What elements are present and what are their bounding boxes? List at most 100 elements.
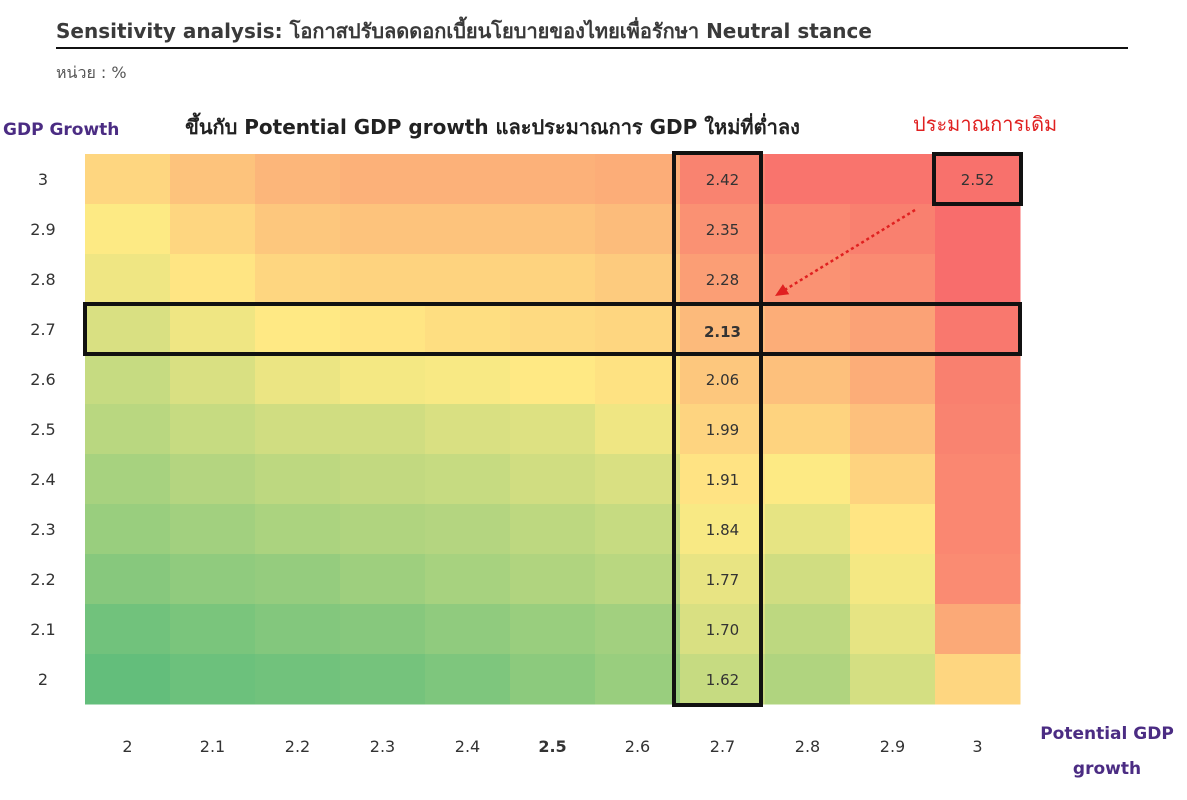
heatmap-cell — [680, 604, 766, 655]
heatmap-cell — [340, 504, 426, 555]
heatmap-cell — [680, 454, 766, 505]
y-tick-label: 2.4 — [30, 470, 55, 489]
heatmap-cell — [680, 154, 766, 205]
heatmap-cell — [765, 604, 851, 655]
heatmap-cell — [255, 554, 341, 605]
heatmap-cell — [85, 404, 171, 455]
highlight-boxes — [83, 151, 1023, 707]
heatmap-cell — [935, 604, 1021, 655]
y-tick-label: 2.7 — [30, 320, 55, 339]
heatmap-cell — [850, 554, 936, 605]
heatmap-cell — [340, 604, 426, 655]
heatmap-cell — [850, 254, 936, 305]
heatmap-cell — [765, 654, 851, 705]
heatmap-cell — [340, 404, 426, 455]
heatmap-cell — [340, 554, 426, 605]
heatmap-cell — [85, 154, 171, 205]
heatmap-cell — [85, 454, 171, 505]
heatmap-cell — [170, 204, 256, 255]
heatmap-cell — [340, 154, 426, 205]
heatmap-cell — [850, 354, 936, 405]
heatmap-cell — [340, 204, 426, 255]
heatmap-cell — [935, 554, 1021, 605]
heatmap-cell-labels: 2.42 2.35 2.28 2.13 2.06 1.99 1.91 1.84 1.77 1.70… — [704, 171, 994, 689]
heatmap-cell — [935, 304, 1021, 355]
heatmap-cell — [595, 254, 681, 305]
y-axis-title: GDP Growth — [3, 120, 120, 140]
heatmap-cell — [765, 554, 851, 605]
heatmap-cell — [255, 604, 341, 655]
heatmap-cell — [595, 404, 681, 455]
y-tick-label: 2.3 — [30, 520, 55, 539]
cell-value-label: 1.77 — [706, 571, 739, 589]
highlight-column-box — [672, 151, 763, 707]
heatmap-cell — [170, 654, 256, 705]
x-tick-label: 2.8 — [795, 737, 820, 756]
cell-value-label: 2.42 — [706, 171, 739, 189]
heatmap-cell — [935, 504, 1021, 555]
unit-label: หน่วย : % — [56, 63, 127, 82]
heatmap-cell — [255, 354, 341, 405]
cell-value-label: 2.13 — [704, 323, 741, 341]
heatmap-cell — [765, 504, 851, 555]
x-tick-label: 2.3 — [370, 737, 395, 756]
heatmap-cell — [85, 554, 171, 605]
heatmap-cell — [935, 154, 1021, 205]
heatmap-cell — [935, 204, 1021, 255]
heatmap-cell — [85, 604, 171, 655]
heatmap-cell — [765, 354, 851, 405]
heatmap-cell — [255, 404, 341, 455]
heatmap-cell — [425, 654, 511, 705]
heatmap-cell — [85, 304, 171, 355]
heatmap-cell — [255, 454, 341, 505]
heatmap-cell — [85, 654, 171, 705]
heatmap-cell — [255, 654, 341, 705]
heatmap-cell — [680, 204, 766, 255]
heatmap-cell — [425, 304, 511, 355]
heatmap-cell — [850, 504, 936, 555]
x-tick-label: 2.1 — [200, 737, 225, 756]
x-axis-title: Potential GDP growth — [1040, 724, 1174, 779]
y-tick-label: 2.8 — [30, 270, 55, 289]
heatmap-cell — [850, 454, 936, 505]
heatmap-cell — [850, 304, 936, 355]
heatmap-cell — [935, 654, 1021, 705]
heatmap-cell — [170, 254, 256, 305]
heatmap-cell — [510, 254, 596, 305]
heatmap-cell — [425, 604, 511, 655]
heatmap-cell — [510, 154, 596, 205]
heatmap-cells — [85, 154, 1021, 705]
heatmap-cell — [340, 304, 426, 355]
heatmap-cell — [170, 404, 256, 455]
heatmap-cell — [85, 254, 171, 305]
annotation-arrow — [775, 208, 916, 296]
chart-title: Sensitivity analysis: โอกาสปรับลดดอกเบี้… — [56, 19, 872, 43]
original-forecast-value: 2.52 — [961, 171, 994, 189]
cell-value-label: 1.91 — [706, 471, 739, 489]
y-tick-label: 2 — [38, 670, 48, 689]
y-tick-labels: 3 2.9 2.8 2.7 2.6 2.5 2.4 2.3 2.2 2.1 2 — [30, 170, 55, 689]
heatmap-cell — [425, 204, 511, 255]
heatmap-cell — [850, 604, 936, 655]
x-tick-label: 2.9 — [880, 737, 905, 756]
cell-value-label: 1.62 — [706, 671, 739, 689]
x-tick-label: 2.7 — [710, 737, 735, 756]
heatmap-cell — [170, 454, 256, 505]
heatmap-cell — [170, 354, 256, 405]
y-tick-label: 2.9 — [30, 220, 55, 239]
heatmap-cell — [85, 204, 171, 255]
y-tick-label: 2.1 — [30, 620, 55, 639]
heatmap-cell — [680, 654, 766, 705]
heatmap-cell — [170, 554, 256, 605]
heatmap-cell — [935, 454, 1021, 505]
heatmap-cell — [255, 154, 341, 205]
heatmap-cell — [850, 404, 936, 455]
y-tick-label: 2.2 — [30, 570, 55, 589]
cell-value-label: 2.28 — [706, 271, 739, 289]
heatmap-cell — [765, 304, 851, 355]
heatmap-cell — [850, 654, 936, 705]
heatmap-cell — [935, 254, 1021, 305]
cell-value-label: 2.06 — [706, 371, 739, 389]
heatmap-cell — [85, 354, 171, 405]
heatmap-cell — [85, 504, 171, 555]
